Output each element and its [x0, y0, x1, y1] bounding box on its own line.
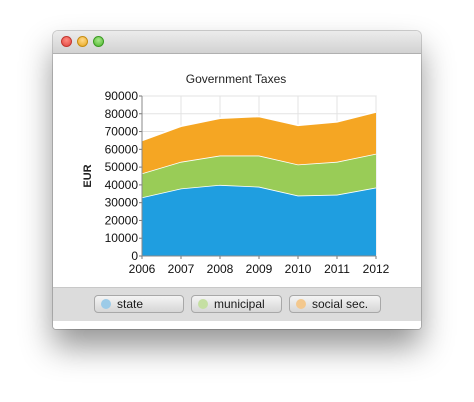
y-tick-label: 20000	[105, 213, 139, 227]
y-tick-label: 60000	[105, 142, 139, 156]
legend-swatch-social-sec	[296, 299, 306, 309]
legend-item-social-sec[interactable]: social sec.	[289, 295, 381, 313]
axes: 0 10000 20000 30000 40000 50000 60000 70000 8000…	[105, 89, 390, 276]
x-tick-label: 2007	[168, 262, 195, 276]
y-tick-label: 90000	[105, 89, 139, 103]
area-series-municipal	[142, 153, 376, 198]
legend-item-municipal[interactable]: municipal	[191, 295, 282, 313]
x-tick-label: 2011	[324, 262, 350, 276]
legend-swatch-state	[101, 299, 111, 309]
y-tick-label: 0	[131, 249, 138, 263]
maximize-window-button[interactable]	[93, 36, 104, 47]
legend-label-social-sec: social sec.	[312, 297, 369, 311]
close-window-button[interactable]	[61, 36, 72, 47]
area-series-municipal-line	[141, 152, 377, 175]
x-tick-label: 2008	[207, 262, 234, 276]
area-series-social-sec	[142, 112, 376, 174]
x-tick-label: 2006	[129, 262, 156, 276]
y-tick-label: 40000	[105, 178, 139, 192]
legend-label-municipal: municipal	[214, 297, 265, 311]
y-tick-label: 80000	[105, 107, 139, 121]
legend-item-state[interactable]: state	[94, 295, 184, 313]
legend-label-state: state	[117, 297, 144, 311]
chart-title: Government Taxes	[186, 72, 287, 86]
area-series-state	[142, 184, 376, 256]
app-window: Government Taxes EUR 0 10000 20000 30000 400…	[53, 31, 421, 329]
x-tick-label: 2009	[246, 262, 273, 276]
area-chart: Government Taxes EUR 0 10000 20000 30000 400…	[82, 72, 390, 276]
y-axis-label: EUR	[82, 164, 94, 187]
legend-swatch-municipal	[198, 299, 208, 309]
title-bar	[53, 31, 421, 54]
x-tick-label: 2012	[363, 262, 390, 276]
y-tick-label: 30000	[105, 196, 139, 210]
y-tick-label: 50000	[105, 160, 139, 174]
area-series-social-sec-line	[141, 111, 377, 142]
y-tick-label: 70000	[105, 125, 139, 139]
x-tick-label: 2010	[285, 262, 312, 276]
legend: state municipal social sec.	[53, 287, 421, 322]
area-series	[141, 111, 377, 256]
minimize-window-button[interactable]	[77, 36, 88, 47]
chart-panel: Government Taxes EUR 0 10000 20000 30000 400…	[53, 54, 421, 287]
y-tick-label: 10000	[105, 231, 139, 245]
